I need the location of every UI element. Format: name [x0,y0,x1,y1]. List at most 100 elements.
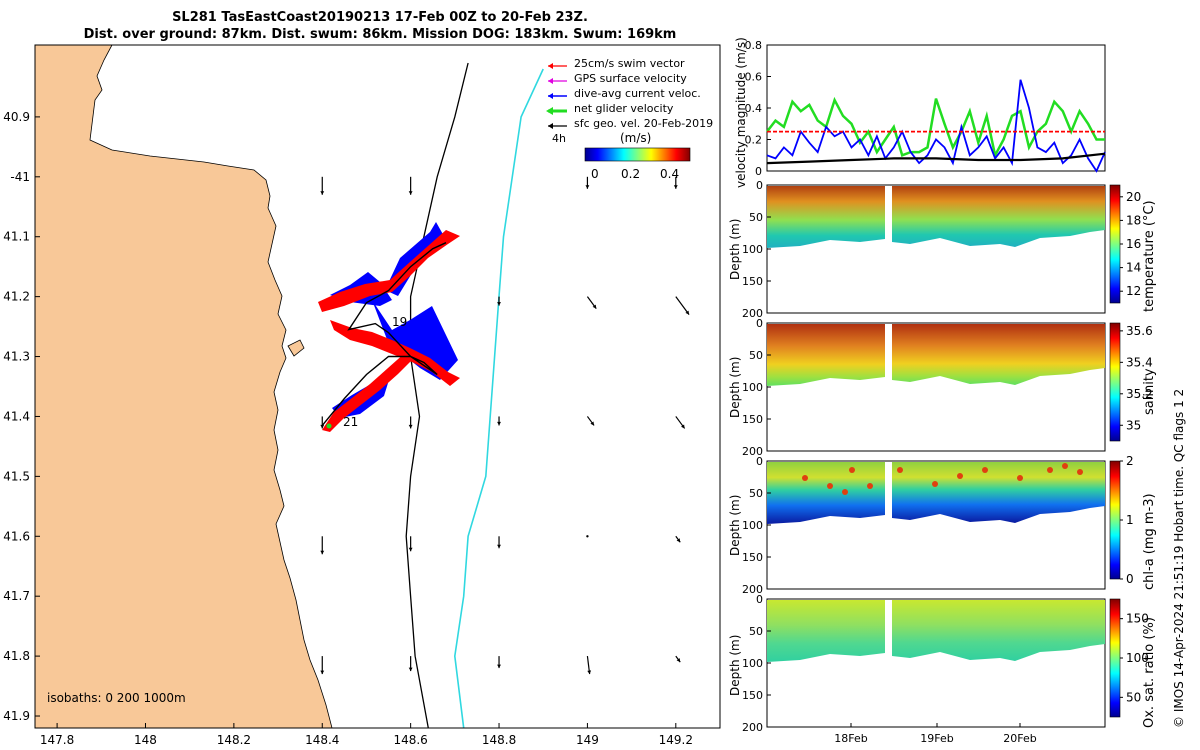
legend-sfc-geo-velocity: sfc geo. vel. 20-Feb-2019 [574,117,713,130]
geo-vector-dot-15 [586,535,589,538]
geo-vector-head-4 [497,302,501,306]
oxygen-ylabel: Depth (m) [728,634,742,696]
island-small [287,339,305,357]
land-tasmania [34,44,333,729]
chla-hotspot-4 [867,483,873,489]
map-y-axis: 40.9 -41 41.1 41.2 41.3 41.4 41.5 41.6 41.7 41.8 4… [3,110,40,723]
salinity-y-tick-3: 150 [742,413,763,426]
vel-y-tick-2: 0.4 [745,102,763,115]
map-y-tick-4: 41.3 [3,350,30,364]
chla-hotspot-6 [932,481,938,487]
map-y-tick-1: -41 [10,170,30,184]
temperature-y-tick-2: 100 [742,243,763,256]
oxygen-y-tick-1: 50 [749,625,763,638]
map-panel: 19 21 147.8 148 148.2 148.4 148.6 148.8 149 149… [3,44,721,747]
oxygen-y-tick-2: 100 [742,657,763,670]
legend-dive-arrow-icon [548,93,553,99]
salinity-y-tick-2: 100 [742,381,763,394]
oxygen-cb-tick-2: 50 [1126,690,1141,704]
chla-y-tick-3: 150 [742,551,763,564]
geo-vector-head-1 [408,191,413,195]
velocity-panel: 0 0.2 0.4 0.6 0.8 [745,39,1106,178]
chla-hotspots [802,463,1083,495]
geo-vector-6 [675,296,690,315]
temperature-cb-tick-1: 18 [1126,213,1141,227]
chla-hotspot-11 [1062,463,1068,469]
temperature-cb-tick-0: 20 [1126,190,1141,204]
salinity-cb-tick-0: 35.6 [1126,324,1153,338]
section-x-tick-1: 19Feb [920,732,953,745]
geo-vector-head-13 [408,547,413,552]
vel-y-tick-1: 0.2 [745,134,763,147]
geo-vector-head-20 [587,670,592,675]
vel-series-net-glider-velocity [766,96,1105,159]
chla-y-tick-4: 200 [742,583,763,596]
chla-cb-tick-1: 1 [1126,513,1134,527]
chla-colorbar-label: chl-a (mg m-3) [1142,493,1157,590]
vel-y-tick-4: 0.8 [745,39,763,52]
chla-data-right [892,462,1105,523]
chla-hotspot-7 [957,473,963,479]
swim-fan-center [330,320,460,386]
temperature-data-right [892,186,1105,247]
map-y-tick-6: 41.5 [3,469,30,483]
salinity-colorbar-label: salinity [1142,368,1157,415]
temperature-ylabel: Depth (m) [728,218,742,280]
legend-gps-velocity: GPS surface velocity [574,72,687,85]
oxygen-y-tick-4: 200 [742,721,763,734]
chla-colorbar [1109,460,1121,580]
geo-vector-head-5 [592,304,597,309]
chla-y-tick-1: 50 [749,487,763,500]
chla-data-left [767,462,885,524]
vel-y-tick-0: 0 [755,165,762,178]
salinity-section: 0 50 100 150 200 35.6 35.4 35.2 35 [742,317,1153,458]
temperature-y-tick-0: 0 [756,179,763,192]
isobath-1000m [453,68,544,729]
map-x-tick-0: 147.8 [40,733,74,747]
legend-dive-avg-current: dive-avg current veloc. [574,87,701,100]
chart-title-line2: Dist. over ground: 87km. Dist. swum: 86k… [83,27,677,42]
temperature-y-tick-4: 200 [742,307,763,320]
legend-net-arrow-icon [546,107,553,115]
map-x-tick-2: 148.2 [217,733,251,747]
salinity-y-tick-4: 200 [742,445,763,458]
velocity-ylabel: velocity magnitude (m/s) [734,37,748,188]
legend-gps-arrow-icon [548,78,553,84]
oxygen-colorbar-label: Ox. sat. ratio (%) [1142,617,1157,728]
oxygen-data-left [767,600,885,662]
map-x-tick-7: 149.2 [659,733,693,747]
salinity-cb-tick-1: 35.4 [1126,355,1153,369]
salinity-ylabel: Depth (m) [728,356,742,418]
map-y-tick-10: 41.9 [3,709,30,723]
day-label-21: 21 [343,415,358,429]
map-x-tick-4: 148.6 [393,733,427,747]
map-colorbar-tick-0: 0 [591,167,599,181]
isobath-200m [405,62,469,729]
velocity-series [766,79,1106,173]
temperature-y-tick-1: 50 [749,211,763,224]
credit-text: © IMOS 14-Apr-2024 21:51:19 Hobart time.… [1172,388,1186,728]
salinity-y-tick-0: 0 [756,317,763,330]
chla-ylabel: Depth (m) [728,494,742,556]
map-x-tick-6: 149 [576,733,599,747]
map-y-tick-5: 41.4 [3,409,30,423]
map-legend: 25cm/s swim vector GPS surface velocity … [546,57,713,181]
chla-cb-tick-0: 2 [1126,454,1134,468]
chla-hotspot-1 [827,483,833,489]
chla-y-tick-2: 100 [742,519,763,532]
temperature-section: 0 50 100 150 200 20 18 16 14 12 [742,179,1141,320]
salinity-colorbar [1109,322,1121,442]
chla-hotspot-8 [982,467,988,473]
legend-swim-vector: 25cm/s swim vector [574,57,685,70]
swim-fan-south [322,352,414,432]
map-x-tick-3: 148.4 [305,733,339,747]
section-x-tick-2: 20Feb [1003,732,1036,745]
salinity-data-left [767,324,885,386]
oxygen-data-right [892,600,1105,661]
geo-vector-head-21 [676,658,681,663]
chart-title-line1: SL281 TasEastCoast20190213 17-Feb 00Z to… [172,10,588,25]
geo-vector-head-12 [320,550,325,555]
day-label-19: 19 [392,315,407,329]
oxygen-section: 0 50 100 150 200 150 100 50 [742,593,1149,734]
